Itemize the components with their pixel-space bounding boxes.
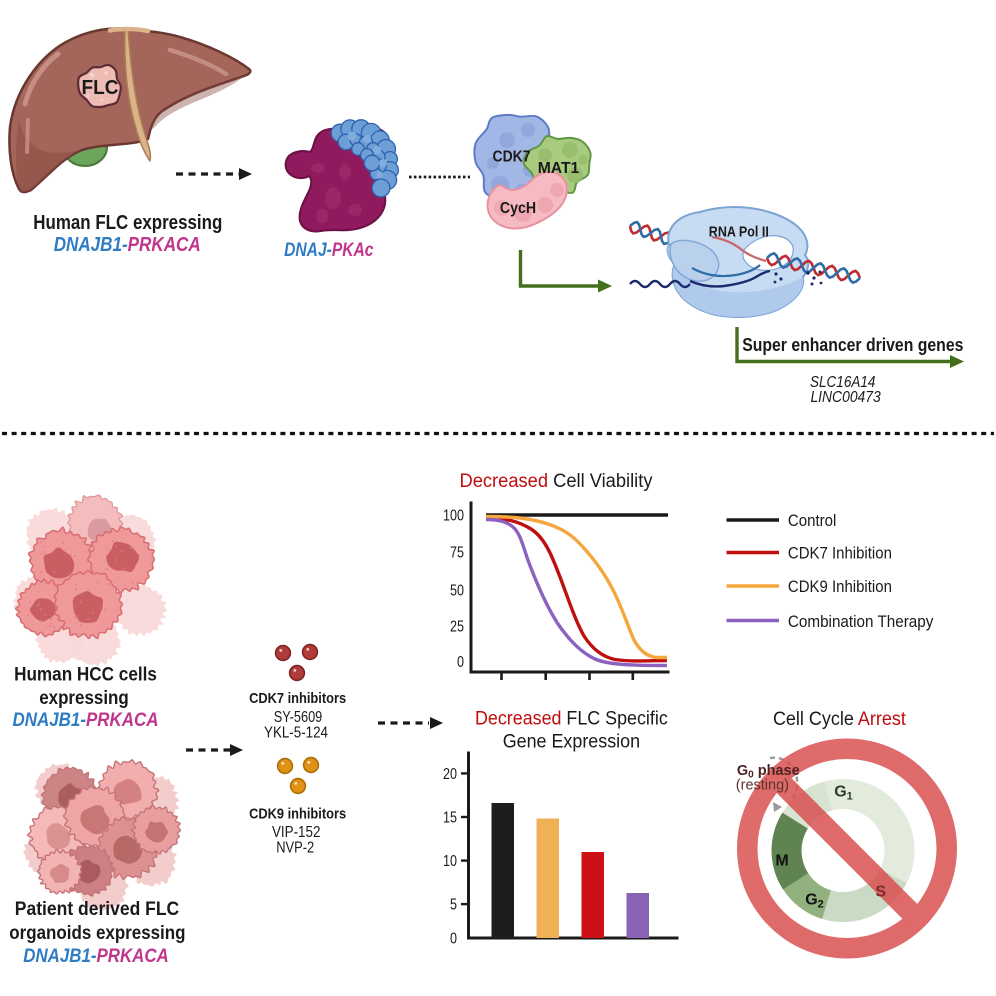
svg-text:NVP-2: NVP-2 [276,840,314,857]
svg-text:Combination Therapy: Combination Therapy [788,612,934,631]
svg-text:LINC00473: LINC00473 [810,389,880,406]
svg-text:0: 0 [457,654,464,671]
svg-text:SLC16A14: SLC16A14 [810,374,875,391]
svg-text:5: 5 [450,897,457,914]
svg-text:100: 100 [443,508,464,525]
svg-text:CycH: CycH [500,200,536,217]
svg-text:DNAJ-PKAc: DNAJ-PKAc [284,240,374,261]
svg-text:25: 25 [450,619,464,636]
svg-text:SY-5609: SY-5609 [274,709,323,726]
svg-text:CDK7 Inhibition: CDK7 Inhibition [788,544,892,563]
svg-text:50: 50 [450,583,464,600]
svg-text:Cell Cycle Arrest: Cell Cycle Arrest [773,709,907,730]
svg-text:20: 20 [443,766,457,783]
svg-text:(resting): (resting) [736,778,789,794]
svg-text:S: S [875,884,886,901]
svg-text:0: 0 [450,931,457,948]
svg-text:RNA Pol II: RNA Pol II [709,223,769,240]
svg-text:CDK7 inhibitors: CDK7 inhibitors [249,690,346,707]
svg-text:DNAJB1-PRKACA: DNAJB1-PRKACA [13,710,159,731]
svg-text:Control: Control [788,511,837,530]
svg-text:MAT1: MAT1 [538,160,580,177]
svg-text:FLC: FLC [82,77,119,99]
svg-text:expressing: expressing [39,688,129,709]
svg-text:Decreased Cell Viability: Decreased Cell Viability [460,471,653,492]
svg-text:10: 10 [443,853,457,870]
svg-text:YKL-5-124: YKL-5-124 [264,725,328,742]
svg-text:CDK7: CDK7 [493,149,531,166]
svg-text:Human FLC expressing: Human FLC expressing [33,212,222,234]
svg-text:Patient derived FLC: Patient derived FLC [15,899,180,920]
svg-text:Super enhancer driven genes: Super enhancer driven genes [742,335,963,355]
svg-text:VIP-152: VIP-152 [272,824,321,841]
svg-text:organoids expressing: organoids expressing [9,923,185,944]
svg-text:15: 15 [443,810,457,827]
svg-text:CDK9 Inhibition: CDK9 Inhibition [788,577,892,596]
svg-text:DNAJB1-PRKACA: DNAJB1-PRKACA [23,946,169,967]
svg-text:Gene Expression: Gene Expression [503,732,640,753]
svg-text:CDK9 inhibitors: CDK9 inhibitors [249,806,346,823]
svg-text:M: M [775,853,788,870]
svg-text:Human HCC cells: Human HCC cells [14,665,157,686]
svg-text:Decreased FLC Specific: Decreased FLC Specific [475,709,668,730]
svg-text:DNAJB1-PRKACA: DNAJB1-PRKACA [54,234,201,256]
svg-text:75: 75 [450,545,464,562]
